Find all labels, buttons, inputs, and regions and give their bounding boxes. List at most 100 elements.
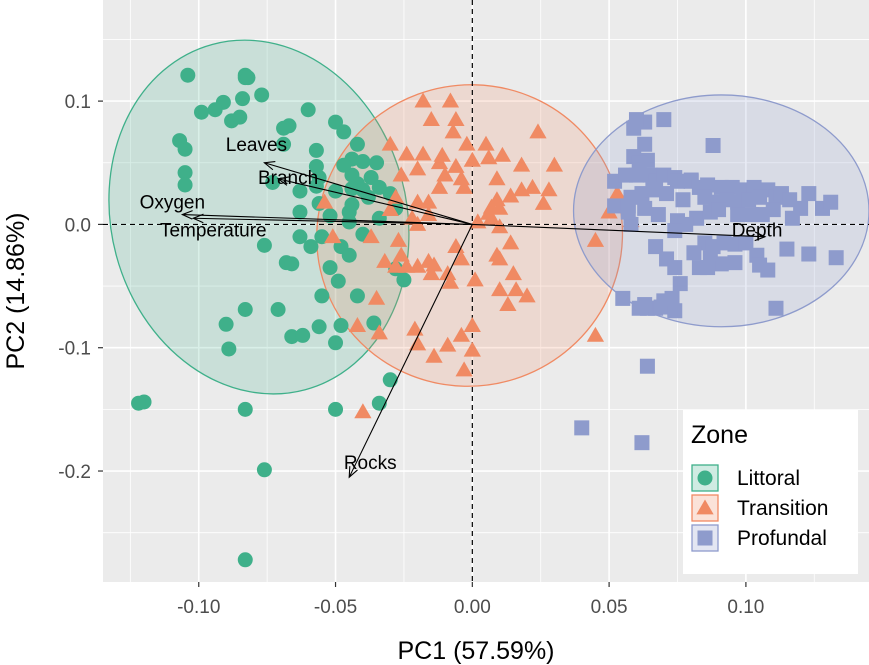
- loading-label: Depth: [732, 221, 783, 242]
- arrow-head: [263, 160, 276, 171]
- arrow-head: [180, 210, 193, 220]
- data-point-littoral: [177, 165, 193, 181]
- data-point-profundal: [623, 216, 639, 232]
- data-point-transition: [447, 157, 465, 173]
- data-point-transition: [491, 281, 509, 297]
- data-point-littoral: [328, 401, 344, 417]
- data-point-transition: [414, 92, 432, 108]
- y-tick: -0.2: [58, 462, 103, 483]
- data-point-littoral: [221, 341, 237, 357]
- data-point-transition: [408, 257, 427, 273]
- data-point-profundal: [801, 246, 817, 262]
- data-point-transition: [392, 166, 410, 182]
- data-point-transition: [439, 265, 457, 281]
- legend-symbol: [696, 499, 714, 515]
- data-point-profundal: [659, 186, 675, 202]
- data-point-transition: [389, 231, 408, 247]
- data-point-transition: [463, 341, 481, 357]
- legend-item-littoral: Littoral: [691, 464, 800, 492]
- data-point-littoral: [207, 102, 223, 118]
- x-tick-label: -0.10: [177, 597, 220, 618]
- data-point-littoral: [322, 260, 338, 276]
- data-point-profundal: [645, 182, 661, 198]
- data-point-profundal: [727, 255, 743, 271]
- data-point-transition: [499, 296, 517, 311]
- data-point-littoral: [276, 120, 292, 136]
- data-point-profundal: [639, 358, 655, 374]
- data-point-profundal: [760, 262, 776, 278]
- data-point-transition: [362, 228, 380, 244]
- data-point-littoral: [292, 204, 308, 220]
- data-point-littoral: [308, 178, 324, 194]
- data-point-littoral: [270, 301, 286, 317]
- data-point-transition: [488, 191, 506, 207]
- data-point-profundal: [768, 300, 784, 316]
- arrow-shaft: [348, 224, 473, 478]
- data-point-profundal: [650, 207, 666, 223]
- data-point-transition: [422, 111, 440, 127]
- legend-box: [683, 410, 858, 574]
- data-point-littoral: [311, 319, 327, 335]
- data-point-littoral: [292, 229, 308, 245]
- data-point-transition: [518, 287, 536, 303]
- data-point-littoral: [341, 247, 357, 263]
- data-point-profundal: [574, 420, 590, 436]
- data-point-littoral: [333, 318, 349, 334]
- data-points: [131, 67, 844, 568]
- data-point-transition: [480, 204, 498, 220]
- data-point-littoral: [369, 155, 385, 171]
- data-point-profundal: [620, 204, 636, 220]
- legend: Zone Littoral Transition Profundal: [683, 410, 858, 574]
- data-point-littoral: [396, 272, 412, 288]
- data-point-littoral: [314, 288, 330, 304]
- data-point-transition: [501, 187, 520, 203]
- data-point-profundal: [779, 241, 795, 257]
- data-point-transition: [507, 281, 525, 297]
- data-point-transition: [444, 123, 462, 139]
- x-tick: 0.05: [591, 582, 628, 618]
- x-axis-title: PC1 (57.59%): [397, 637, 554, 665]
- data-point-transition: [387, 257, 405, 273]
- arrow-shaft: [193, 217, 473, 225]
- data-point-transition: [430, 154, 449, 170]
- data-point-transition: [463, 316, 481, 332]
- data-point-transition: [534, 194, 553, 210]
- loading-label: Leaves: [226, 135, 287, 156]
- data-point-profundal: [607, 198, 623, 214]
- data-point-transition: [512, 181, 531, 197]
- data-point-littoral: [314, 229, 330, 245]
- data-point-transition: [466, 271, 484, 287]
- data-point-littoral: [232, 109, 248, 125]
- data-point-profundal: [801, 186, 817, 202]
- loading-label: Branch: [258, 168, 318, 189]
- data-point-littoral: [303, 239, 319, 255]
- data-point-littoral: [177, 141, 193, 157]
- loading-arrow-depth: Depth: [472, 221, 782, 242]
- arrow-shaft: [182, 214, 473, 225]
- data-point-littoral: [366, 315, 382, 331]
- x-tick-label: 0.00: [454, 597, 491, 618]
- data-point-transition: [447, 111, 465, 127]
- data-point-littoral: [349, 288, 365, 304]
- data-point-littoral: [218, 316, 234, 332]
- loading-arrow-rocks: Rocks: [344, 224, 473, 479]
- data-point-profundal: [667, 303, 683, 319]
- data-point-littoral: [276, 136, 292, 152]
- data-point-profundal: [713, 256, 729, 272]
- data-point-profundal: [730, 207, 746, 223]
- legend-symbol: [697, 470, 713, 486]
- loading-arrow-oxygen: Oxygen: [140, 193, 473, 225]
- data-point-profundal: [667, 260, 683, 276]
- data-point-transition: [408, 160, 427, 176]
- data-point-transition: [348, 316, 367, 332]
- y-tick-label: 0.0: [65, 215, 91, 236]
- data-point-littoral: [256, 462, 272, 478]
- data-point-littoral: [371, 179, 387, 195]
- x-tick-label: 0.10: [727, 597, 764, 618]
- legend-label: Profundal: [737, 527, 827, 550]
- data-point-littoral: [382, 372, 398, 388]
- y-tick-label: 0.1: [65, 92, 91, 113]
- loading-vectors: Leaves Branch Oxygen Temperature Depth Rocks: [140, 135, 782, 479]
- loading-label: Oxygen: [140, 193, 205, 214]
- data-point-transition: [512, 156, 531, 172]
